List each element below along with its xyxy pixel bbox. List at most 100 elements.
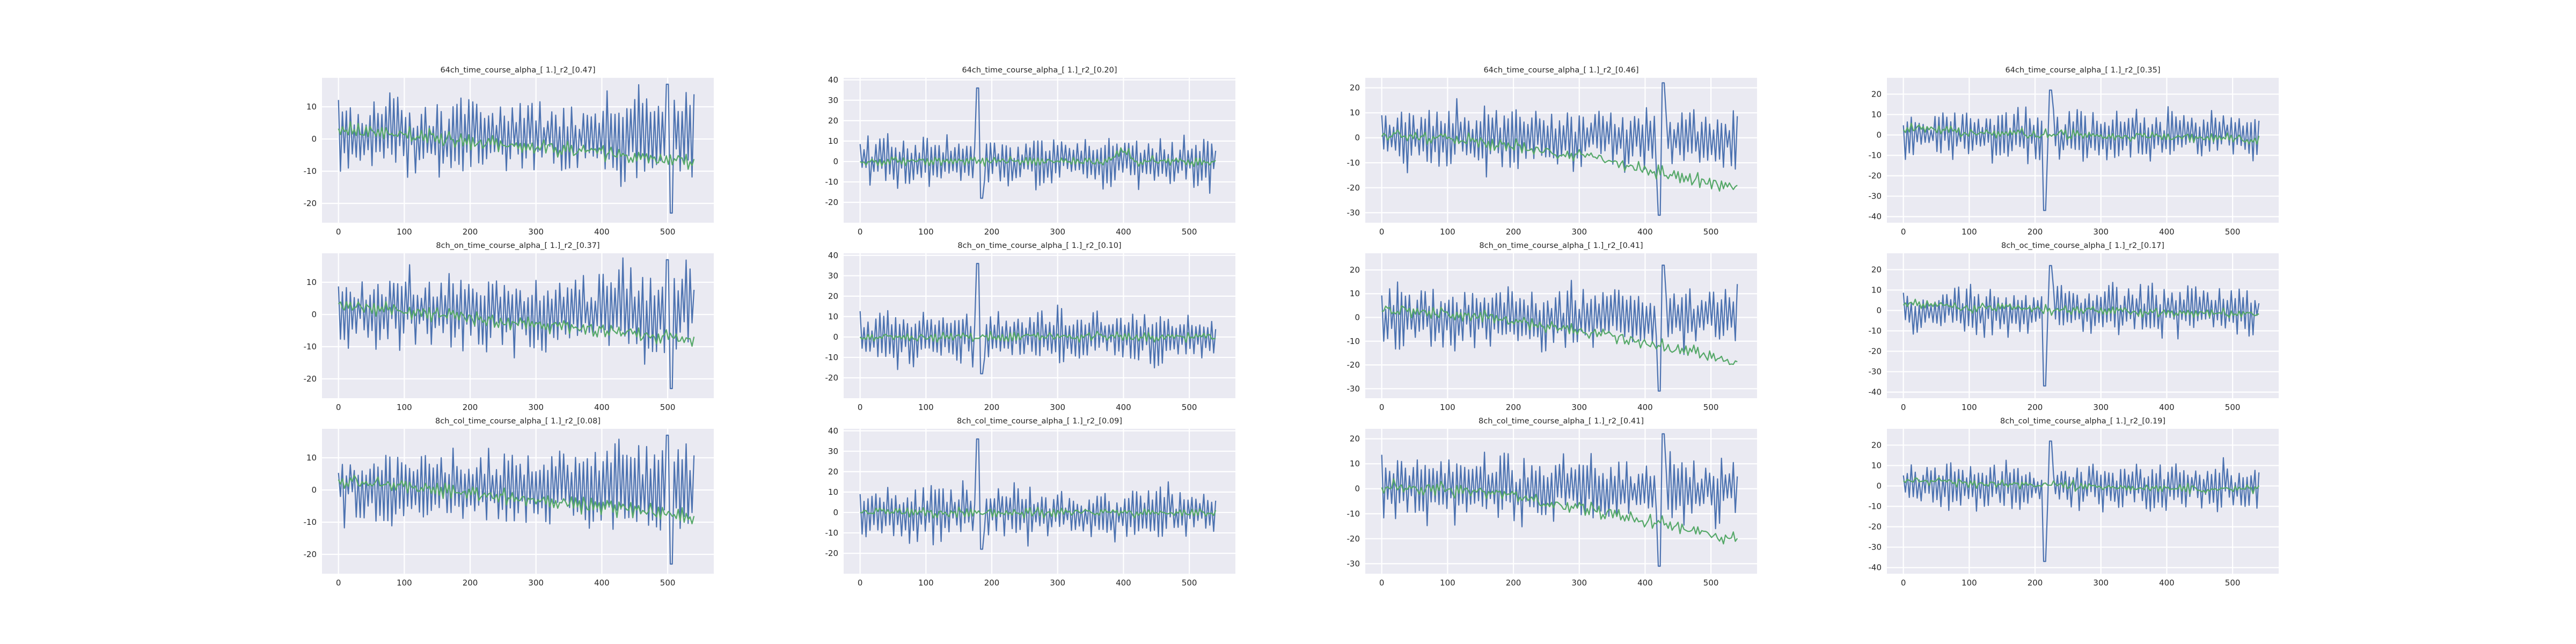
- axes-background: [844, 253, 1235, 398]
- x-tick-label: 300: [1050, 227, 1065, 237]
- subplot-title: 64ch_time_course_alpha_[ 1.]_r2_[0.35]: [2005, 66, 2160, 75]
- y-tick-label: -20: [1869, 347, 1882, 356]
- y-tick-label: -10: [1869, 502, 1882, 511]
- x-tick-label: 400: [594, 578, 610, 588]
- y-tick-label: 40: [828, 75, 838, 85]
- subplot-title: 8ch_on_time_course_alpha_[ 1.]_r2_[0.41]: [1479, 241, 1643, 250]
- y-tick-label: -20: [1347, 534, 1360, 544]
- x-tick-label: 300: [2093, 578, 2109, 588]
- x-tick-label: 100: [397, 578, 412, 588]
- series-line-blue: [1902, 440, 2260, 562]
- y-tick-label: 20: [828, 467, 838, 477]
- series-line-blue: [1381, 265, 1738, 392]
- y-tick-label: 10: [1350, 108, 1360, 118]
- y-tick-label: 0: [833, 508, 838, 517]
- series-line-blue: [338, 83, 695, 214]
- x-tick-label: 200: [984, 227, 1000, 237]
- y-tick-label: -40: [1869, 212, 1882, 222]
- x-tick-label: 200: [2028, 578, 2043, 588]
- x-tick-label: 400: [1116, 578, 1131, 588]
- y-tick-label: -10: [825, 528, 839, 538]
- x-tick-label: 200: [1506, 227, 1521, 237]
- y-tick-label: -20: [1347, 360, 1360, 370]
- subplot-12: 0 100 200 300 400 50020100-10-20-30-408ch_col…: [1869, 417, 2279, 588]
- subplot-9: 0 100 200 300 400 500100-10-208ch_col_time_co…: [304, 417, 714, 588]
- subplot-title: 8ch_col_time_course_alpha_[ 1.]_r2_[0.08…: [435, 417, 601, 426]
- x-tick-label: 200: [463, 227, 478, 237]
- series-line-green: [1381, 305, 1738, 365]
- x-tick-label: 0: [1379, 578, 1385, 588]
- axes-background: [844, 429, 1235, 574]
- y-tick-label: 0: [833, 332, 838, 342]
- y-tick-label: 10: [828, 312, 838, 321]
- y-tick-label: -30: [1347, 559, 1360, 568]
- x-tick-label: 500: [1182, 227, 1197, 237]
- series-line-blue: [338, 434, 695, 565]
- y-tick-label: -20: [304, 550, 317, 559]
- y-tick-label: 0: [311, 134, 317, 144]
- x-tick-label: 100: [1962, 402, 1977, 412]
- x-tick-label: 400: [2159, 227, 2175, 237]
- x-tick-label: 100: [397, 227, 412, 237]
- x-tick-label: 500: [1703, 578, 1719, 588]
- y-tick-label: -10: [1347, 509, 1360, 518]
- subplot-4: 0 100 200 300 400 50020100-10-20-30-4064ch_ti…: [1869, 66, 2279, 237]
- x-tick-label: 400: [1637, 578, 1653, 588]
- x-tick-label: 300: [1571, 402, 1587, 412]
- x-tick-label: 400: [594, 227, 610, 237]
- x-tick-label: 0: [336, 402, 341, 412]
- series-line-blue: [859, 438, 1217, 550]
- y-tick-label: -20: [825, 197, 839, 207]
- x-tick-label: 500: [1182, 402, 1197, 412]
- y-tick-label: 10: [828, 487, 838, 497]
- x-tick-label: 500: [2225, 578, 2241, 588]
- y-tick-label: 20: [828, 291, 838, 301]
- x-tick-label: 0: [336, 227, 341, 237]
- series-line-blue: [859, 262, 1217, 375]
- x-tick-label: 0: [858, 227, 863, 237]
- subplot-1: 0 100 200 300 400 500100-10-2064ch_time_cours…: [304, 66, 714, 237]
- subplot-title: 8ch_on_time_course_alpha_[ 1.]_r2_[0.10]: [957, 241, 1121, 250]
- x-tick-label: 500: [2225, 402, 2241, 412]
- y-tick-label: 20: [1871, 265, 1882, 274]
- series-line-green: [1902, 477, 2260, 495]
- y-tick-label: -10: [825, 177, 839, 187]
- y-tick-label: -20: [825, 548, 839, 558]
- subplot-11: 0 100 200 300 400 50020100-10-20-308ch_col_ti…: [1347, 417, 1757, 588]
- x-tick-label: 100: [1440, 402, 1455, 412]
- y-tick-label: 10: [1871, 285, 1882, 295]
- x-tick-label: 500: [1703, 402, 1719, 412]
- y-tick-label: -10: [304, 517, 317, 527]
- subplot-title: 8ch_oc_time_course_alpha_[ 1.]_r2_[0.17]: [2001, 241, 2164, 250]
- x-tick-label: 200: [1506, 402, 1521, 412]
- x-tick-label: 300: [2093, 402, 2109, 412]
- x-tick-label: 400: [1637, 402, 1653, 412]
- subplot-title: 64ch_time_course_alpha_[ 1.]_r2_[0.46]: [1483, 66, 1638, 75]
- x-tick-label: 0: [1901, 402, 1906, 412]
- y-tick-label: -20: [304, 199, 317, 208]
- x-tick-label: 500: [660, 227, 676, 237]
- x-tick-label: 400: [594, 402, 610, 412]
- subplot-7: 0 100 200 300 400 50020100-10-20-308ch_on_tim…: [1347, 241, 1757, 412]
- subplot-title: 8ch_col_time_course_alpha_[ 1.]_r2_[0.09…: [957, 417, 1122, 426]
- y-tick-label: -20: [1869, 171, 1882, 181]
- y-tick-label: -30: [1869, 192, 1882, 201]
- x-tick-label: 400: [1637, 227, 1653, 237]
- y-tick-label: 0: [311, 310, 317, 319]
- y-tick-label: 10: [306, 453, 317, 463]
- y-tick-label: 0: [1876, 481, 1882, 491]
- x-tick-label: 100: [918, 227, 934, 237]
- subplot-6: 0 100 200 300 400 500403020100-10-208ch_on_ti…: [825, 241, 1235, 412]
- subplot-3: 0 100 200 300 400 50020100-10-20-3064ch_time_…: [1347, 66, 1757, 237]
- x-tick-label: 200: [2028, 227, 2043, 237]
- x-tick-label: 300: [1050, 402, 1065, 412]
- subplot-title: 8ch_col_time_course_alpha_[ 1.]_r2_[0.41…: [1479, 417, 1644, 426]
- x-tick-label: 200: [984, 402, 1000, 412]
- y-tick-label: 40: [828, 251, 838, 260]
- x-tick-label: 400: [2159, 402, 2175, 412]
- y-tick-label: -30: [1347, 384, 1360, 393]
- series-line-blue: [338, 257, 695, 390]
- y-tick-label: 30: [828, 447, 838, 456]
- y-tick-label: 10: [1871, 109, 1882, 119]
